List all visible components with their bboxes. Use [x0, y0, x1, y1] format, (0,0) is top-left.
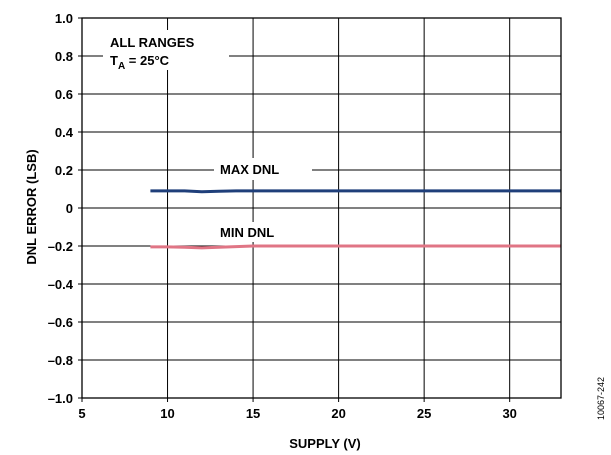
x-tick-labels: 5 10 15 20 25 30	[78, 406, 517, 421]
y-tick-label: 0.4	[55, 125, 74, 140]
x-tick-label: 5	[78, 406, 85, 421]
y-tick-label: 0	[66, 201, 73, 216]
y-tick-label: 1.0	[55, 11, 73, 26]
y-tick-label: –0.4	[48, 277, 74, 292]
series-layer	[150, 189, 561, 250]
y-tick-label: 0.2	[55, 163, 73, 178]
conditions-line1: ALL RANGES	[110, 35, 195, 50]
y-tick-label: –1.0	[48, 391, 73, 406]
x-axis-label: SUPPLY (V)	[289, 436, 361, 451]
grid	[82, 18, 561, 398]
y-axis-label: DNL ERROR (LSB)	[24, 149, 39, 264]
y-tick-label: –0.2	[48, 239, 73, 254]
x-tick-label: 15	[246, 406, 260, 421]
conditions-rest: = 25°C	[125, 53, 169, 68]
figure-id: 10067-242	[596, 377, 606, 420]
y-tick-label: –0.8	[48, 353, 73, 368]
y-tick-label: 0.8	[55, 49, 73, 64]
y-tick-label: 0.6	[55, 87, 73, 102]
series-line-max-dnl	[150, 189, 561, 194]
conditions-box	[103, 30, 229, 70]
conditions-line2: TA = 25°C	[110, 53, 170, 72]
series-line-min-dnl	[150, 244, 561, 250]
x-tick-label: 20	[331, 406, 345, 421]
min-dnl-label-bg	[214, 222, 296, 242]
plot-frame	[78, 17, 562, 402]
y-tick-labels: 1.0 0.8 0.6 0.4 0.2 0 –0.2 –0.4 –0.6 –0.8 –1.0	[48, 11, 74, 406]
conditions-subscript: A	[118, 61, 125, 72]
min-dnl-label: MIN DNL	[220, 225, 274, 240]
max-dnl-label: MAX DNL	[220, 162, 279, 177]
max-dnl-label-bg	[214, 158, 312, 180]
x-tick-label: 25	[417, 406, 431, 421]
y-tick-label: –0.6	[48, 315, 73, 330]
x-tick-label: 10	[160, 406, 174, 421]
x-tick-label: 30	[502, 406, 516, 421]
conditions-t: T	[110, 53, 118, 68]
